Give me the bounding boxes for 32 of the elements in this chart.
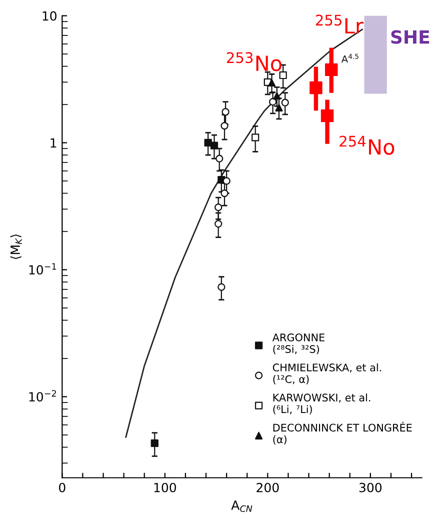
annotation: $^{253}$No bbox=[226, 52, 282, 72]
legend-label: CHMIELEWSKA, et al. (¹²C, α) bbox=[272, 363, 382, 384]
point bbox=[310, 81, 322, 94]
point bbox=[268, 98, 277, 106]
y-tick-label: 10$^{−2}$ bbox=[29, 390, 56, 402]
point bbox=[150, 439, 158, 448]
point bbox=[320, 109, 334, 122]
y-tick-label: 10$^{−1}$ bbox=[29, 263, 56, 275]
point bbox=[216, 154, 224, 162]
annotation: A$^{4.5}$ bbox=[341, 54, 358, 63]
legend-label: DECONNINCK ET LONGRÉE (α) bbox=[273, 422, 412, 444]
point bbox=[214, 204, 222, 212]
x-tick-label: 300 bbox=[359, 482, 382, 492]
annotation: $^{254}$No bbox=[340, 136, 394, 155]
series-label: SHE bbox=[391, 30, 430, 44]
x-tick-label: 0 bbox=[59, 482, 66, 492]
point bbox=[281, 98, 289, 106]
legend-label: KARWOWSKI, et al. (⁶Li, ⁷Li) bbox=[273, 393, 370, 414]
annotation: $^{255}$Lr bbox=[316, 14, 364, 34]
point bbox=[252, 134, 260, 142]
legend-label: ARGONNE (²⁸Si, ³²S) bbox=[272, 333, 324, 354]
point bbox=[325, 63, 338, 76]
point bbox=[210, 142, 218, 150]
point bbox=[268, 78, 276, 87]
x-tick-label: 200 bbox=[256, 482, 279, 492]
x-axis-title: A$_{CN}$ bbox=[231, 500, 252, 512]
point bbox=[279, 71, 287, 80]
y-axis-title: ⟨M$_{K}$⟩ bbox=[10, 234, 22, 260]
x-tick-label: 100 bbox=[154, 482, 176, 492]
y-tick-label: 10 bbox=[42, 11, 56, 21]
point bbox=[218, 283, 226, 291]
y-tick-label: 1 bbox=[50, 138, 56, 148]
